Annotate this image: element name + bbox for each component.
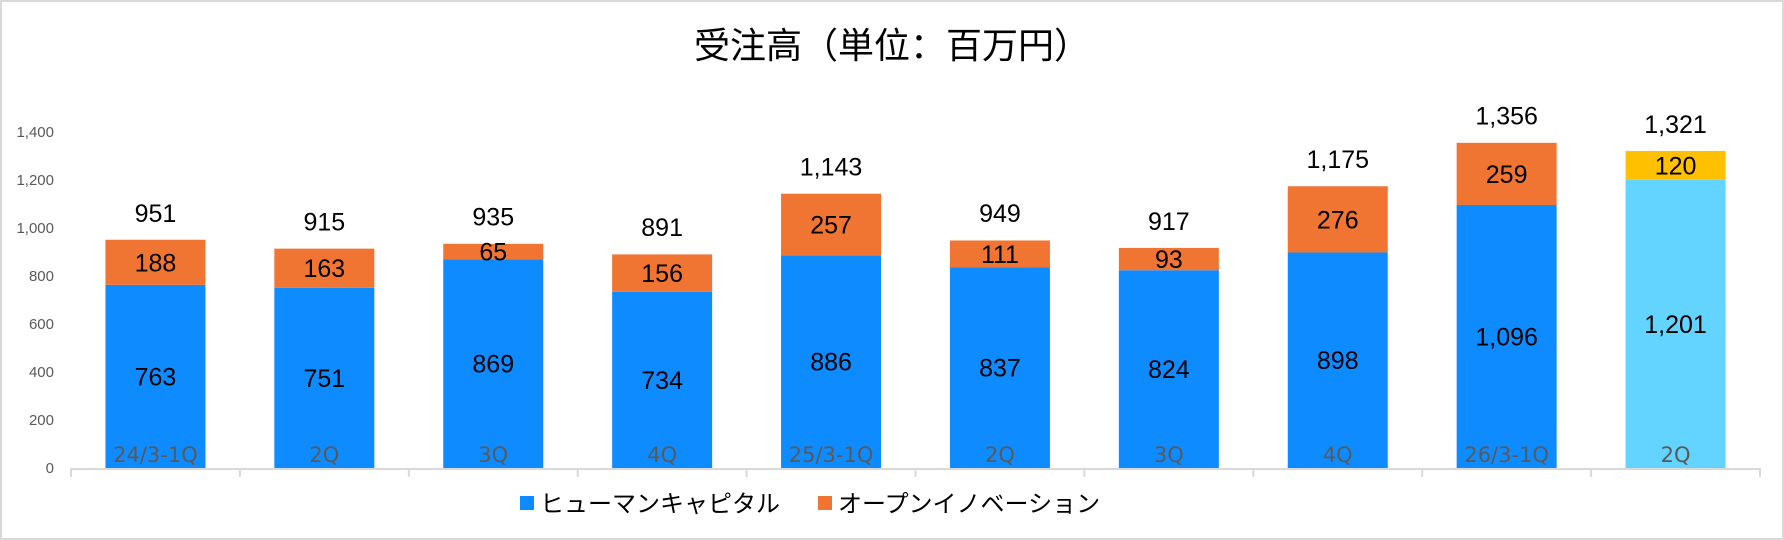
segment-data-label: 751	[303, 365, 345, 393]
bar-segment-open-innovation	[612, 254, 713, 292]
bar-segment-human-capital	[1118, 270, 1219, 468]
legend-label: ヒューマンキャピタル	[540, 490, 780, 518]
bar-segment-human-capital	[443, 259, 544, 468]
y-tick-label: 800	[29, 268, 54, 285]
segment-data-label: 886	[810, 349, 852, 377]
bar-segment-human-capital	[1456, 204, 1557, 468]
bar-segment-open-innovation	[781, 193, 882, 256]
segment-data-label: 276	[1317, 206, 1359, 234]
segment-data-label: 824	[1148, 356, 1190, 384]
legend-swatch	[520, 496, 534, 510]
total-data-label: 915	[303, 208, 345, 236]
segment-data-label: 837	[979, 355, 1021, 383]
total-data-label: 949	[979, 200, 1021, 228]
bars: 763 188 951 751 163 915 869 65 935 734 156 891 886 25…	[105, 103, 1726, 468]
total-data-label: 917	[1148, 208, 1190, 236]
chart-title: 受注高（単位：百万円）	[694, 26, 1090, 67]
bar-segment-open-innovation	[1456, 142, 1557, 205]
segment-data-label: 257	[810, 212, 852, 240]
x-tick-label: 2Q	[1661, 443, 1691, 467]
segment-data-label: 1,096	[1475, 323, 1538, 351]
segment-data-label: 259	[1486, 161, 1528, 189]
bar-segment-open-innovation	[949, 240, 1050, 268]
total-data-label: 935	[472, 204, 514, 232]
x-tick-label: 2Q	[985, 443, 1015, 467]
total-data-label: 951	[135, 200, 177, 228]
bar-segment-human-capital	[612, 291, 713, 468]
y-tick-label: 1,000	[16, 220, 54, 237]
segment-data-label: 734	[641, 367, 683, 395]
y-tick-label: 0	[46, 460, 54, 477]
segment-data-label: 156	[641, 260, 683, 288]
bar-segment-human-capital	[274, 287, 375, 468]
total-data-label: 1,321	[1644, 111, 1707, 139]
bar-segment-human-capital	[949, 267, 1050, 468]
segment-data-label: 93	[1155, 246, 1183, 274]
total-data-label: 1,175	[1306, 146, 1369, 174]
x-tick-label: 4Q	[647, 443, 677, 467]
segment-data-label: 1,201	[1644, 311, 1707, 339]
y-tick-label: 600	[29, 316, 54, 333]
segment-data-label: 763	[135, 363, 177, 391]
segment-data-label: 65	[479, 239, 507, 267]
bar-segment-open-innovation	[274, 248, 375, 288]
y-tick-label: 200	[29, 412, 54, 429]
bar-segment-human-capital	[105, 284, 206, 468]
total-data-label: 1,356	[1475, 103, 1538, 131]
segment-data-label: 163	[303, 255, 345, 283]
y-axis: 0 200 400 600 800 1,000 1,200 1,400	[16, 124, 54, 477]
legend-swatch	[818, 496, 832, 510]
segment-data-label: 188	[135, 249, 177, 277]
x-tick-label: 3Q	[1154, 443, 1184, 467]
segment-data-label: 120	[1655, 152, 1697, 180]
bar-segment-open-innovation	[443, 243, 544, 260]
x-tick-label: 26/3-1Q	[1464, 443, 1549, 467]
x-tick-label: 2Q	[309, 443, 339, 467]
y-tick-label: 1,400	[16, 124, 54, 141]
x-tick-label: 25/3-1Q	[789, 443, 874, 467]
bar-segment-human-capital	[1287, 252, 1388, 468]
segment-data-label: 869	[472, 351, 514, 379]
segment-data-label: 898	[1317, 347, 1359, 375]
x-tick-label: 4Q	[1323, 443, 1353, 467]
bar-segment-human-capital	[781, 255, 882, 468]
bar-segment-open-innovation	[1287, 186, 1388, 253]
legend-label: オープンイノベーション	[838, 490, 1100, 518]
bar-segment-human-capital	[1625, 179, 1726, 468]
bar-segment-open-innovation	[1625, 150, 1726, 180]
x-axis: 24/3-1Q 2Q 3Q 4Q 25/3-1Q 2Q 3Q 4Q 26/3-1Q 2Q	[70, 443, 1761, 477]
legend: ヒューマンキャピタル オープンイノベーション	[520, 490, 1100, 518]
y-tick-label: 1,200	[16, 172, 54, 189]
bar-segment-open-innovation	[1118, 247, 1219, 271]
total-data-label: 1,143	[800, 154, 863, 182]
bar-segment-open-innovation	[105, 239, 206, 285]
total-data-label: 891	[641, 214, 683, 242]
y-tick-label: 400	[29, 364, 54, 381]
x-tick-label: 24/3-1Q	[113, 443, 198, 467]
segment-data-label: 111	[981, 241, 1019, 269]
x-tick-label: 3Q	[478, 443, 508, 467]
